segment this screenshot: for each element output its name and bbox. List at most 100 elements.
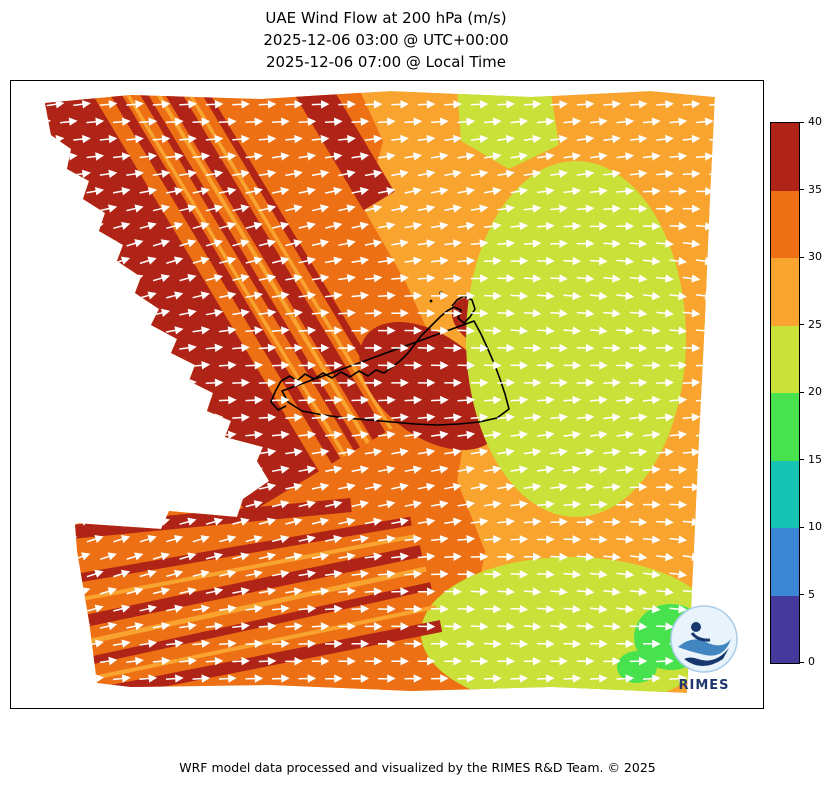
wind-arrow (749, 189, 763, 195)
wind-arrow (338, 134, 356, 144)
wind-arrow (99, 273, 117, 282)
wind-arrow (378, 221, 396, 231)
wind-arrow (285, 274, 303, 283)
wind-arrow (629, 378, 648, 387)
wind-arrow (444, 691, 462, 693)
wind-arrow (45, 291, 51, 300)
wind-arrow (351, 117, 370, 126)
wind-arrow (166, 221, 184, 230)
wind-arrow (192, 221, 210, 230)
wind-arrow (205, 552, 224, 561)
wind-arrow (311, 517, 330, 526)
wind-arrow (218, 465, 237, 474)
region-20-25-upper (466, 161, 686, 517)
wind-arrow (523, 100, 542, 109)
wind-arrow (272, 186, 290, 196)
wind-arrow (656, 239, 674, 248)
wind-arrow (523, 552, 542, 562)
wind-arrow (179, 413, 197, 422)
wind-arrow (682, 204, 701, 213)
wind-arrow (46, 482, 65, 492)
wind-arrow (736, 241, 752, 247)
wind-arrow (271, 361, 290, 370)
wind-arrow (523, 413, 542, 422)
wind-arrow (603, 239, 621, 248)
wind-arrow (749, 224, 763, 230)
colorbar-tick-label: 5 (808, 587, 815, 601)
wind-arrow (285, 587, 303, 596)
wind-arrow (245, 326, 264, 335)
wind-arrow (510, 187, 529, 196)
logo-figure-arm (690, 632, 711, 642)
wind-arrow (523, 691, 542, 693)
rimes-logo-mark (670, 605, 738, 673)
wind-arrow (139, 465, 158, 474)
wind-arrow (444, 239, 462, 248)
wind-arrow (219, 326, 237, 335)
wind-arrow (73, 482, 91, 492)
wind-arrow (536, 91, 555, 92)
wind-arrow (457, 152, 476, 161)
wind-arrow (192, 152, 211, 161)
wind-arrow (86, 91, 105, 92)
wind-arrow (245, 395, 264, 405)
wind-arrow (589, 152, 608, 161)
wind-arrow (576, 274, 595, 283)
wind-arrow (404, 187, 422, 196)
wind-arrow (497, 448, 515, 457)
wind-arrow (695, 117, 714, 126)
wind-arrow (589, 395, 608, 405)
wind-arrow (179, 691, 197, 693)
wind-arrow (736, 276, 752, 282)
wind-arrow (629, 274, 648, 283)
wind-arrow (285, 239, 303, 248)
wind-arrow (45, 187, 52, 196)
wind-arrow (113, 326, 131, 335)
wind-arrow (45, 360, 51, 370)
wind-arrow (536, 221, 555, 231)
wind-arrow (20, 449, 36, 455)
wind-arrow (99, 204, 118, 213)
wind-arrow (616, 395, 635, 405)
wind-arrow (73, 413, 91, 422)
wind-arrow (179, 134, 197, 144)
wind-arrow (46, 622, 65, 631)
wind-arrow (245, 604, 264, 613)
wind-arrow (682, 378, 701, 387)
wind-arrow (324, 639, 343, 649)
wind-arrow (45, 465, 52, 474)
wind-arrow (470, 691, 489, 693)
colorbar-tick-label: 15 (808, 452, 822, 466)
wind-arrow (45, 221, 51, 230)
wind-arrow (470, 204, 489, 213)
wind-arrow (99, 134, 118, 144)
wind-arrow (298, 639, 317, 649)
wind-arrow (364, 274, 383, 283)
logo-figure-head (691, 622, 701, 632)
wind-arrow (709, 413, 715, 422)
wind-arrow (470, 448, 489, 457)
wind-arrow (298, 186, 316, 196)
wind-arrow (192, 569, 210, 578)
wind-arrow (669, 361, 688, 370)
wind-arrow (232, 378, 250, 387)
wind-arrow (483, 535, 502, 544)
wind-arrow (483, 674, 502, 683)
wind-arrow (669, 187, 688, 196)
wind-arrow (232, 482, 250, 492)
wind-arrow (510, 326, 529, 335)
wind-arrow (616, 187, 635, 196)
wind-arrow (629, 587, 648, 596)
wind-arrow (457, 291, 476, 300)
wind-arrow (444, 309, 462, 318)
wind-arrow (126, 204, 144, 213)
wind-arrow (723, 572, 739, 578)
wind-arrow (523, 169, 542, 178)
wind-arrow (11, 432, 23, 438)
wind-arrow (271, 639, 290, 648)
wind-arrow (523, 517, 542, 527)
wind-arrow (245, 117, 264, 126)
wind-arrow (179, 274, 197, 283)
wind-arrow (126, 482, 144, 492)
wind-arrow (126, 587, 144, 596)
